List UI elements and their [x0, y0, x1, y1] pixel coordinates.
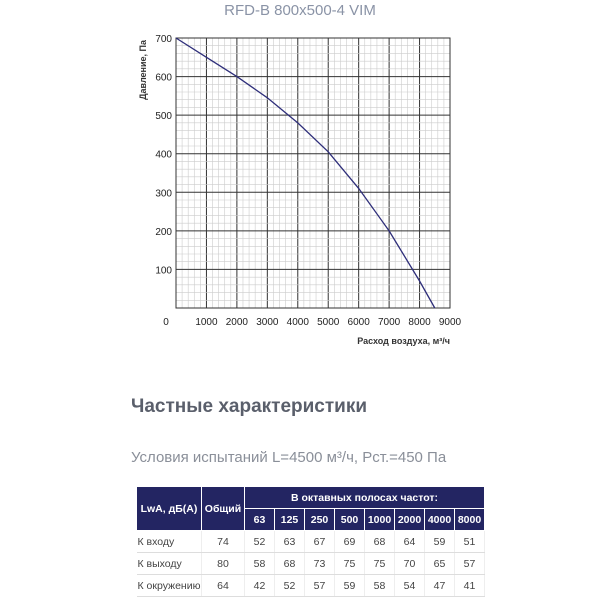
y-tick-label: 600	[155, 73, 172, 84]
band-header: 2000	[394, 508, 425, 531]
y-tick-label: 700	[155, 34, 172, 45]
plot-frame	[175, 37, 451, 309]
x-tick-label: 7000	[378, 317, 401, 328]
value-cell: 59	[424, 530, 455, 553]
value-cell: 69	[334, 530, 365, 553]
value-cell: 57	[454, 552, 485, 575]
value-cell: 64	[394, 530, 425, 553]
header-total: Общий	[201, 486, 245, 531]
x-tick-label: 5000	[317, 317, 340, 328]
value-cell: 75	[364, 552, 395, 575]
value-cell: 58	[364, 574, 395, 597]
row-label: К входу	[136, 530, 202, 553]
value-cell: 54	[394, 574, 425, 597]
total-cell: 64	[201, 574, 245, 597]
value-cell: 52	[244, 530, 275, 553]
value-cell: 68	[364, 530, 395, 553]
y-tick-label: 100	[155, 265, 172, 276]
x-tick-label: 8000	[408, 317, 431, 328]
total-cell: 80	[201, 552, 245, 575]
value-cell: 70	[394, 552, 425, 575]
header-lwa: LwA, дБ(А)	[136, 486, 202, 531]
value-cell: 68	[274, 552, 305, 575]
band-header: 63	[244, 508, 275, 531]
table-row: К входу 74 52 63 67 69 68 64 59 51	[136, 530, 485, 553]
y-tick-label: 200	[155, 227, 172, 238]
value-cell: 67	[304, 530, 335, 553]
value-cell: 41	[454, 574, 485, 597]
x-tick-label: 4000	[287, 317, 310, 328]
y-tick-label: 400	[155, 150, 172, 161]
value-cell: 57	[304, 574, 335, 597]
x-axis-label: Расход воздуха, м³/ч	[357, 336, 450, 346]
band-header: 8000	[454, 508, 485, 531]
x-tick-label: 9000	[439, 317, 462, 328]
fan-curve-chart: 0 1000 2000 3000 4000 5000 6000 7000 8000 9000 100…	[138, 34, 462, 346]
value-cell: 73	[304, 552, 335, 575]
value-cell: 59	[334, 574, 365, 597]
x-tick-label: 6000	[348, 317, 371, 328]
band-header: 250	[304, 508, 335, 531]
row-label: К выходу	[136, 552, 202, 575]
value-cell: 47	[424, 574, 455, 597]
x-tick-label: 0	[163, 317, 169, 328]
noise-table: LwA, дБ(А) Общий В октавных полосах част…	[136, 486, 485, 597]
row-label: К окружению	[136, 574, 202, 597]
value-cell: 58	[244, 552, 275, 575]
y-tick-label: 500	[155, 111, 172, 122]
value-cell: 75	[334, 552, 365, 575]
band-header: 4000	[424, 508, 455, 531]
test-conditions: Условия испытаний L=4500 м³/ч, Рст.=450 …	[131, 449, 447, 466]
band-header: 1000	[364, 508, 395, 531]
table-row: К окружению 64 42 52 57 59 58 54 47 41	[136, 574, 485, 597]
x-tick-label: 2000	[226, 317, 249, 328]
total-cell: 74	[201, 530, 245, 553]
x-tick-label: 1000	[195, 317, 218, 328]
value-cell: 63	[274, 530, 305, 553]
y-axis-label: Давление, Па	[138, 39, 148, 100]
value-cell: 42	[244, 574, 275, 597]
x-tick-label: 3000	[256, 317, 279, 328]
value-cell: 52	[274, 574, 305, 597]
value-cell: 65	[424, 552, 455, 575]
band-header: 125	[274, 508, 305, 531]
chart-title: RFD-B 800x500-4 VIM	[224, 2, 376, 19]
y-tick-label: 300	[155, 188, 172, 199]
band-header: 500	[334, 508, 365, 531]
header-bands: В октавных полосах частот:	[244, 486, 485, 509]
value-cell: 51	[454, 530, 485, 553]
fan-curve-line	[175, 37, 436, 309]
table-row: К выходу 80 58 68 73 75 75 70 65 57	[136, 552, 485, 575]
section-title: Частные характеристики	[131, 396, 368, 417]
